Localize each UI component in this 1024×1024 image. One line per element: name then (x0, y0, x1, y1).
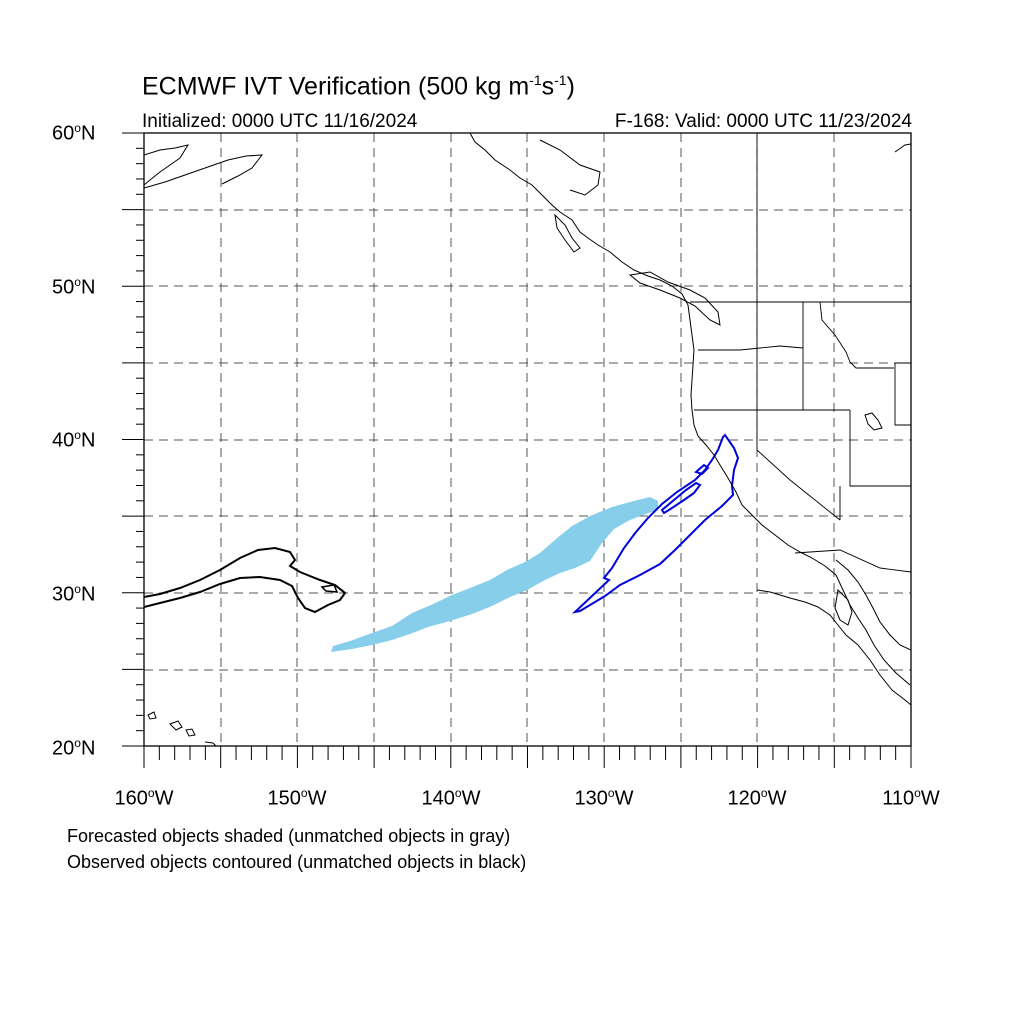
map-title: ECMWF IVT Verification (500 kg m-1s-1) (142, 72, 575, 101)
political-borders (690, 133, 911, 573)
lon-label-150w: 150oW (267, 786, 327, 810)
note-observed: Observed objects contoured (unmatched ob… (67, 852, 527, 872)
lon-label-110w: 110oW (882, 786, 940, 810)
initialized-time: Initialized: 0000 UTC 11/16/2024 (142, 111, 418, 132)
note-forecast: Forecasted objects shaded (unmatched obj… (67, 826, 511, 846)
forecast-object (331, 497, 658, 652)
lon-label-160w: 160oW (114, 786, 174, 810)
lat-label-60: 60oN (52, 121, 96, 145)
observed-object-matched (694, 463, 710, 476)
coastlines (144, 133, 911, 746)
observed-object-unmatched (320, 584, 339, 593)
lat-label-40: 40oN (52, 428, 96, 452)
tick-marks (122, 132, 912, 768)
lon-label-140w: 140oW (421, 786, 481, 810)
valid-time: F-168: Valid: 0000 UTC 11/23/2024 (614, 111, 912, 132)
observed-object-matched (660, 481, 702, 515)
observed-object-unmatched (144, 546, 347, 614)
observed-object-matched (571, 433, 740, 614)
lat-label-20: 20oN (52, 736, 96, 760)
lat-label-50: 50oN (52, 275, 96, 299)
lon-label-120w: 120oW (727, 786, 787, 810)
gridlines (144, 133, 911, 746)
lon-label-130w: 130oW (574, 786, 634, 810)
lat-label-30: 30oN (52, 582, 96, 606)
